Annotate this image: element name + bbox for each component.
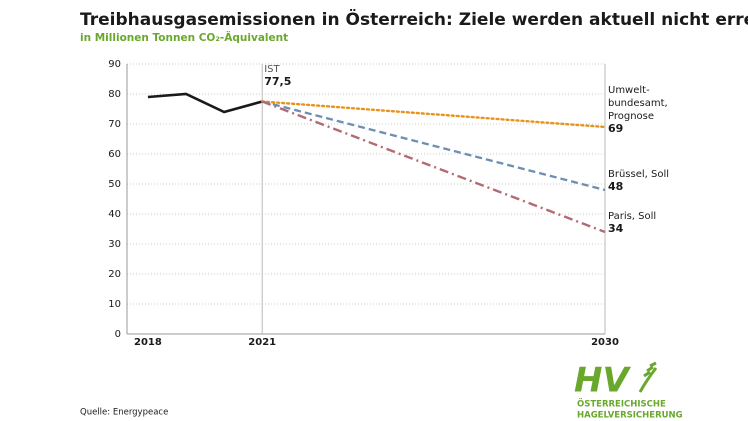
x-tick-label: 2018 [134,337,162,348]
y-tick-label: 20 [108,269,121,280]
series-label: Umwelt-bundesamt, Prognose [608,85,668,122]
y-tick-label: 40 [108,209,121,220]
value-label: 69 [608,122,623,135]
y-tick-label: 80 [108,89,121,100]
y-tick-label: 70 [108,119,121,130]
value-label: 77,5 [264,75,291,88]
logo-mark: HV [574,361,631,401]
logo: HV ÖSTERREICHISCHE HAGELVERSICHERUNG [574,361,683,421]
value-label: 34 [608,222,624,235]
series-label: IST [264,64,280,75]
series-label: Brüssel, Soll [608,169,669,180]
x-tick-label: 2021 [248,337,276,348]
chart-subtitle: in Millionen Tonnen CO₂-Äquivalent [80,30,288,44]
series-line [261,100,606,192]
logo-text: HAGELVERSICHERUNG [577,411,683,421]
y-tick-label: 90 [108,59,121,70]
series-line [147,92,263,114]
value-label: 48 [608,180,623,193]
x-tick-label: 2030 [591,337,619,348]
y-tick-label: 0 [115,329,121,340]
chart-title: Treibhausgasemissionen in Österreich: Zi… [80,8,748,30]
logo-wheat [638,361,658,393]
y-tick-label: 10 [108,299,121,310]
source: Quelle: Energypeace [80,408,168,418]
logo-text: ÖSTERREICHISCHE [577,399,666,410]
series-line [261,100,606,234]
y-tick-label: 60 [108,149,121,160]
y-tick-label: 30 [108,239,121,250]
series-label: Paris, Soll [608,211,656,222]
y-tick-label: 50 [108,179,121,190]
series-line [261,100,607,129]
